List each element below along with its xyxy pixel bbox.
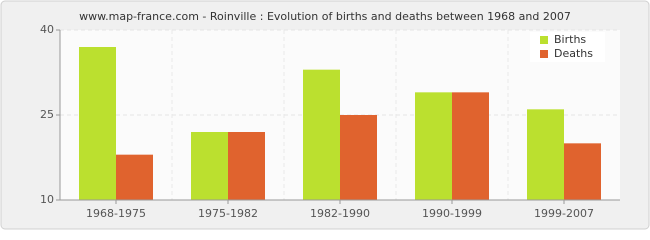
bar (415, 92, 452, 200)
bar (452, 92, 489, 200)
bar (564, 143, 601, 200)
bar (116, 154, 153, 200)
bar (303, 69, 340, 201)
bar (340, 115, 377, 200)
x-tick-label: 1999-2007 (534, 207, 594, 220)
legend-swatch (540, 50, 548, 58)
y-tick-label: 25 (40, 108, 54, 121)
y-tick-label: 40 (40, 23, 54, 36)
x-tick-label: 1990-1999 (422, 207, 482, 220)
bar (228, 132, 265, 200)
bar (79, 47, 116, 200)
bar (191, 132, 228, 200)
bar (527, 109, 564, 200)
x-tick-label: 1982-1990 (310, 207, 370, 220)
chart: www.map-france.com - Roinville : Evoluti… (0, 0, 650, 230)
chart-title: www.map-france.com - Roinville : Evoluti… (79, 10, 571, 23)
legend-label: Deaths (554, 47, 593, 60)
x-tick-label: 1975-1982 (198, 207, 258, 220)
y-tick-label: 10 (40, 193, 54, 206)
legend-swatch (540, 36, 548, 44)
legend-label: Births (554, 33, 586, 46)
x-tick-label: 1968-1975 (86, 207, 146, 220)
